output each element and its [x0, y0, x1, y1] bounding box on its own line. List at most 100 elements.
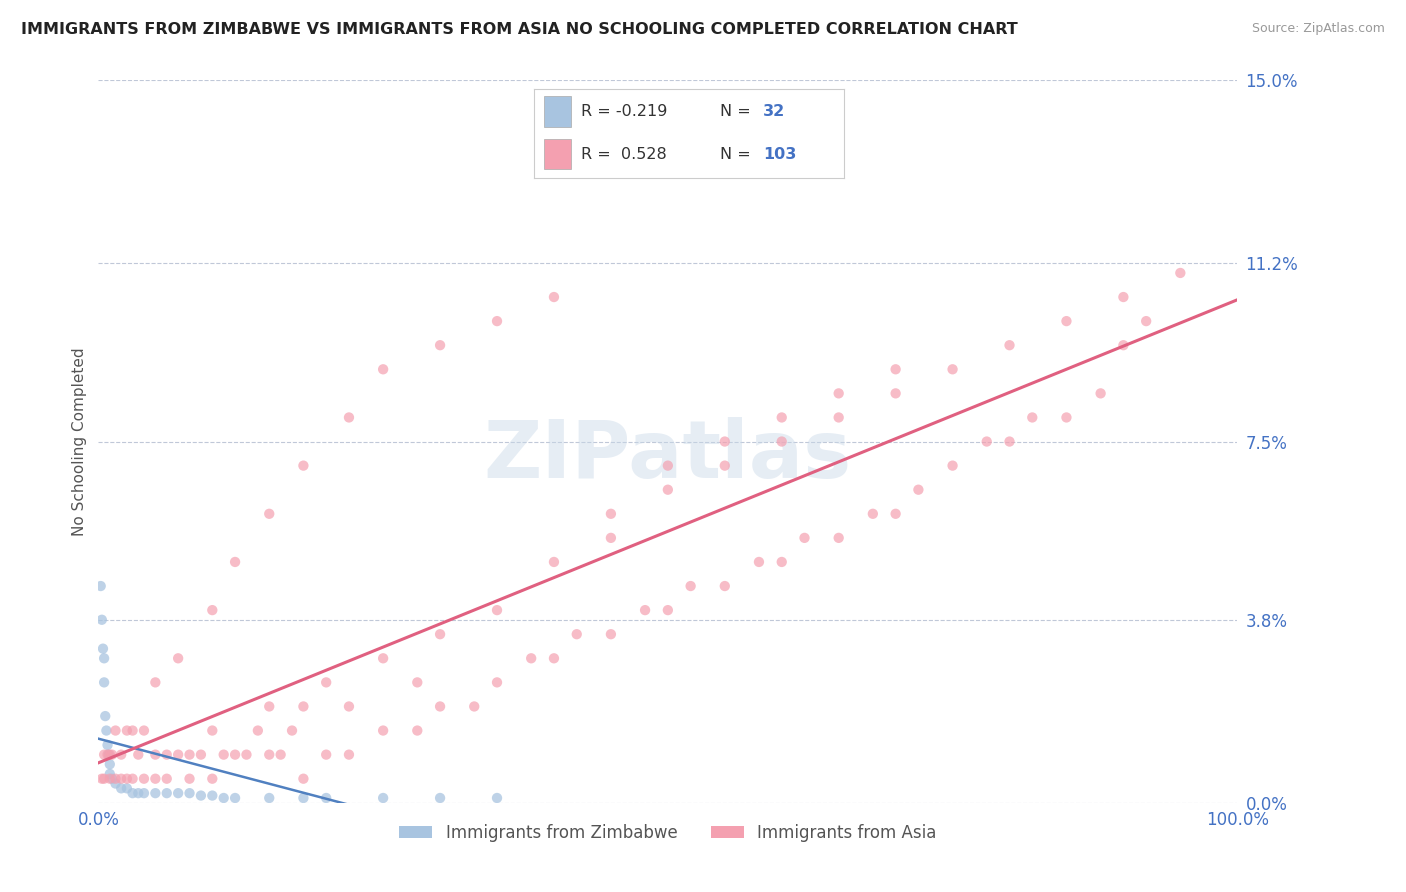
- Point: [104, 723, 127, 738]
- Point: [259, 791, 281, 805]
- Point: [371, 651, 394, 665]
- Point: [1056, 410, 1078, 425]
- Point: [429, 699, 451, 714]
- Text: Source: ZipAtlas.com: Source: ZipAtlas.com: [1251, 22, 1385, 36]
- Point: [190, 747, 212, 762]
- Point: [201, 789, 224, 803]
- Point: [110, 781, 132, 796]
- Point: [156, 747, 179, 762]
- Legend: Immigrants from Zimbabwe, Immigrants from Asia: Immigrants from Zimbabwe, Immigrants fro…: [392, 817, 943, 848]
- Point: [98, 747, 121, 762]
- Point: [101, 772, 124, 786]
- Point: [770, 555, 793, 569]
- Point: [246, 723, 269, 738]
- Point: [190, 789, 212, 803]
- Point: [793, 531, 815, 545]
- Point: [543, 290, 565, 304]
- Point: [1090, 386, 1112, 401]
- Point: [315, 675, 337, 690]
- Point: [942, 362, 965, 376]
- Point: [104, 776, 127, 790]
- Text: N =: N =: [720, 147, 751, 161]
- Point: [145, 675, 167, 690]
- Point: [98, 767, 121, 781]
- Point: [429, 627, 451, 641]
- Point: [292, 772, 315, 786]
- Point: [94, 709, 117, 723]
- Y-axis label: No Schooling Completed: No Schooling Completed: [72, 347, 87, 536]
- Point: [406, 723, 429, 738]
- Point: [634, 603, 657, 617]
- Point: [714, 434, 737, 449]
- Point: [115, 723, 138, 738]
- Point: [657, 483, 679, 497]
- Point: [1021, 410, 1043, 425]
- Point: [145, 772, 167, 786]
- Point: [93, 747, 115, 762]
- Point: [110, 747, 132, 762]
- Point: [543, 555, 565, 569]
- Point: [93, 772, 115, 786]
- Point: [486, 791, 509, 805]
- Point: [259, 747, 281, 762]
- Point: [884, 362, 907, 376]
- Point: [679, 579, 702, 593]
- Point: [337, 747, 360, 762]
- Point: [91, 641, 114, 656]
- Point: [1170, 266, 1192, 280]
- Point: [127, 786, 149, 800]
- Point: [463, 699, 485, 714]
- Point: [127, 747, 149, 762]
- Point: [121, 786, 143, 800]
- Point: [167, 747, 190, 762]
- Point: [90, 772, 112, 786]
- Point: [371, 791, 394, 805]
- Point: [90, 579, 112, 593]
- Point: [98, 757, 121, 772]
- Point: [121, 772, 143, 786]
- Point: [371, 723, 394, 738]
- Point: [600, 531, 623, 545]
- Point: [998, 338, 1021, 352]
- Point: [748, 555, 770, 569]
- Point: [565, 627, 588, 641]
- Point: [96, 723, 118, 738]
- Point: [337, 699, 360, 714]
- Point: [224, 791, 246, 805]
- Point: [315, 747, 337, 762]
- Point: [132, 772, 155, 786]
- Point: [1135, 314, 1157, 328]
- Point: [884, 507, 907, 521]
- Point: [828, 386, 851, 401]
- Text: 32: 32: [763, 104, 786, 119]
- Point: [132, 786, 155, 800]
- Point: [657, 603, 679, 617]
- Point: [520, 651, 543, 665]
- FancyBboxPatch shape: [544, 139, 571, 169]
- Point: [93, 675, 115, 690]
- Point: [770, 434, 793, 449]
- Point: [371, 362, 394, 376]
- Point: [486, 675, 509, 690]
- Point: [98, 772, 121, 786]
- Point: [907, 483, 929, 497]
- Point: [93, 651, 115, 665]
- Point: [96, 747, 118, 762]
- Point: [145, 786, 167, 800]
- Point: [657, 458, 679, 473]
- Point: [212, 747, 235, 762]
- Point: [828, 531, 851, 545]
- Point: [121, 723, 143, 738]
- Point: [292, 699, 315, 714]
- Point: [337, 410, 360, 425]
- Point: [486, 603, 509, 617]
- Point: [156, 772, 179, 786]
- Point: [156, 786, 179, 800]
- Point: [1112, 338, 1135, 352]
- Point: [179, 786, 201, 800]
- Point: [486, 314, 509, 328]
- Point: [600, 507, 623, 521]
- Point: [862, 507, 884, 521]
- Point: [884, 386, 907, 401]
- Point: [259, 507, 281, 521]
